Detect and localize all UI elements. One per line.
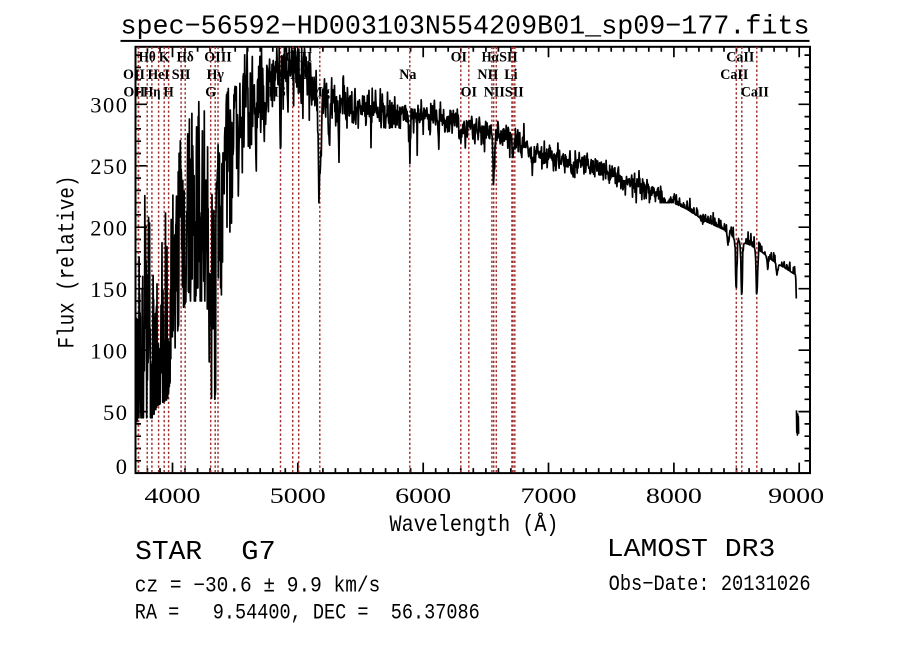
svg-text:SII: SII <box>499 50 518 66</box>
svg-text:200: 200 <box>90 216 128 241</box>
svg-text:Na: Na <box>399 67 417 83</box>
svg-text:Wavelength (Å): Wavelength (Å) <box>390 511 559 539</box>
svg-text:6000: 6000 <box>395 483 451 508</box>
svg-text:Hη: Hη <box>143 85 160 101</box>
svg-text:Hδ: Hδ <box>177 50 194 66</box>
svg-text:NII: NII <box>484 85 505 101</box>
svg-text:OIII: OIII <box>279 67 307 83</box>
svg-text:9000: 9000 <box>768 483 824 508</box>
svg-text:0: 0 <box>116 454 129 479</box>
svg-text:CaII: CaII <box>720 67 748 83</box>
svg-text:SII: SII <box>172 67 191 83</box>
svg-text:250: 250 <box>90 154 128 179</box>
svg-text:Hα: Hα <box>482 50 499 66</box>
svg-text:Hθ: Hθ <box>139 50 156 66</box>
svg-text:OI: OI <box>451 50 468 66</box>
svg-text:OII: OII <box>123 85 145 101</box>
svg-text:STAR: STAR <box>135 538 202 568</box>
svg-text:300: 300 <box>90 93 128 118</box>
svg-text:OI: OI <box>461 85 478 101</box>
svg-text:CaII: CaII <box>726 50 754 66</box>
svg-text:100: 100 <box>90 339 128 364</box>
svg-text:spec−56592−HD003103N554209B01_: spec−56592−HD003103N554209B01_sp09−177.f… <box>121 13 810 43</box>
svg-text:CaII: CaII <box>741 85 769 101</box>
svg-text:5000: 5000 <box>270 483 326 508</box>
svg-text:8000: 8000 <box>646 483 702 508</box>
svg-text:Flux (relative): Flux (relative) <box>55 176 81 349</box>
svg-text:7000: 7000 <box>521 483 577 508</box>
svg-text:G7: G7 <box>241 538 275 568</box>
svg-text:NII: NII <box>477 67 498 83</box>
svg-text:OIII: OIII <box>285 50 313 66</box>
svg-text:LAMOST DR3: LAMOST DR3 <box>607 534 776 564</box>
svg-text:Hβ: Hβ <box>268 85 286 101</box>
svg-text:cz = −30.6 ± 9.9 km/s: cz = −30.6 ± 9.9 km/s <box>135 574 381 599</box>
svg-text:Li: Li <box>504 67 517 83</box>
svg-text:RA = 9.54400, DEC = 56.3708: RA = 9.54400, DEC = 56.37086 <box>135 601 480 626</box>
svg-text:OIII: OIII <box>204 50 232 66</box>
svg-text:150: 150 <box>90 277 128 302</box>
svg-text:G: G <box>205 85 216 101</box>
svg-text:Obs−Date: 20131026: Obs−Date: 20131026 <box>609 572 811 597</box>
svg-text:OII: OII <box>123 67 145 83</box>
svg-text:K: K <box>159 50 171 66</box>
svg-text:4000: 4000 <box>145 483 201 508</box>
svg-text:HeI: HeI <box>148 67 170 83</box>
svg-text:Hγ: Hγ <box>207 67 224 83</box>
svg-text:Mg: Mg <box>310 85 331 101</box>
svg-text:SII: SII <box>505 85 524 101</box>
svg-text:H: H <box>164 85 175 101</box>
svg-text:50: 50 <box>103 400 129 425</box>
